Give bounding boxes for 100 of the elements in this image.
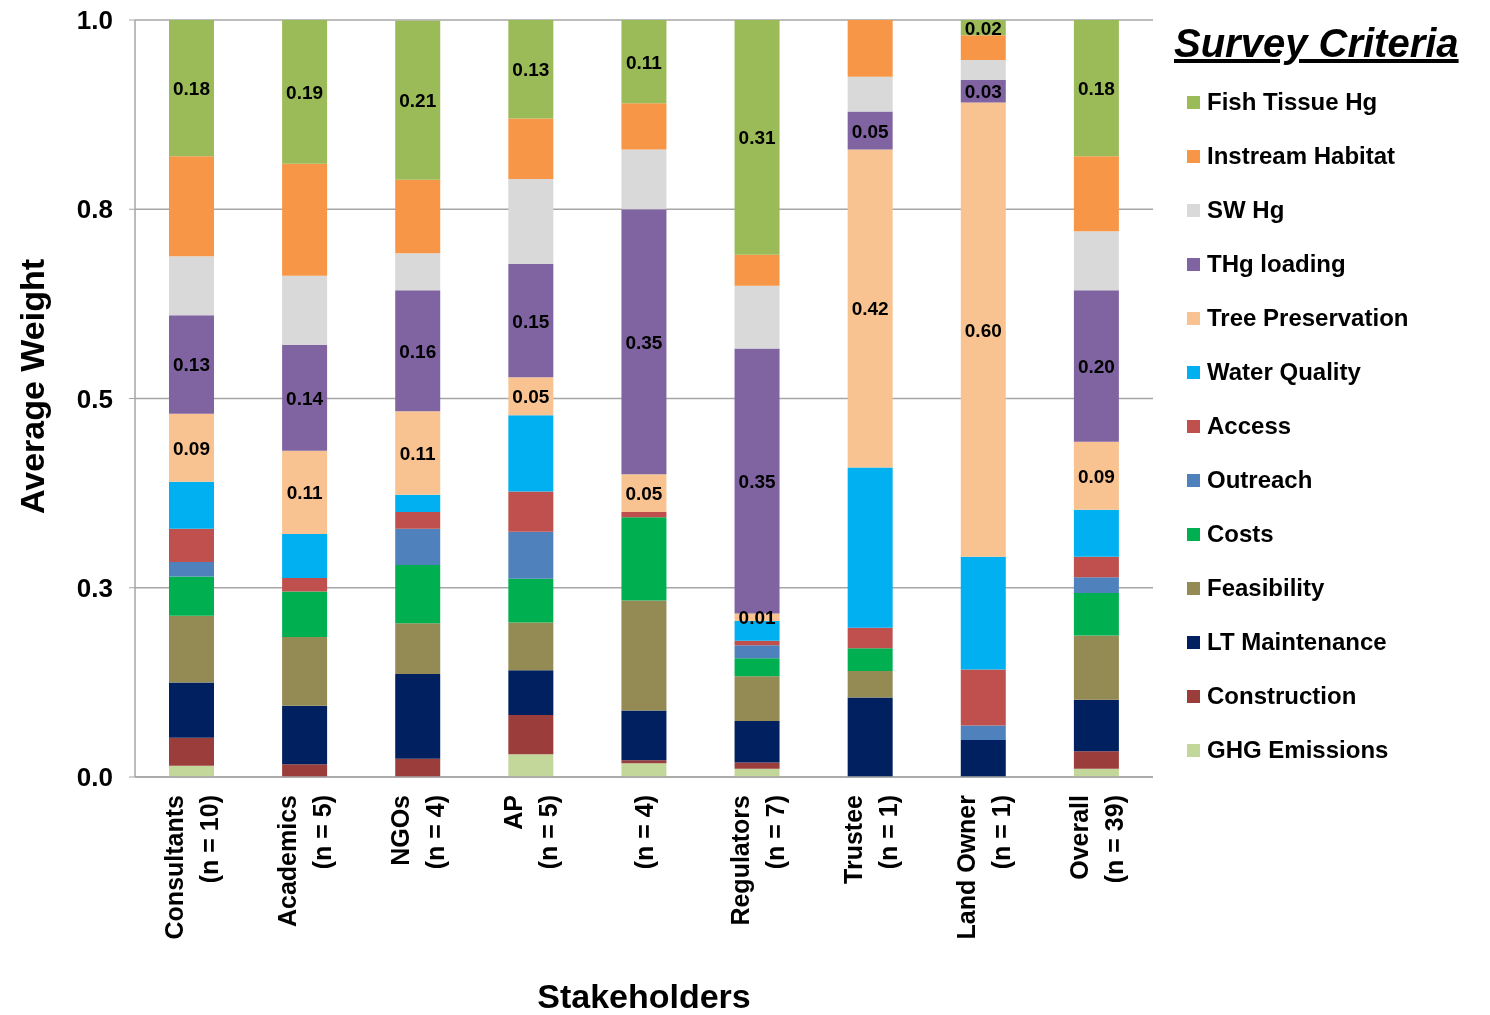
bar bbox=[960, 35, 1006, 61]
bar bbox=[847, 627, 893, 649]
data-label: 0.42 bbox=[851, 297, 889, 319]
y-tick-label: 1.0 bbox=[76, 5, 113, 36]
bar bbox=[282, 344, 328, 451]
bar bbox=[508, 178, 554, 264]
bar bbox=[508, 20, 554, 119]
bar bbox=[508, 491, 554, 532]
data-label: 0.35 bbox=[738, 470, 776, 492]
y-tick-label: 0.3 bbox=[76, 572, 113, 603]
data-label: 0.09 bbox=[1077, 465, 1115, 487]
bar bbox=[960, 669, 1006, 726]
bar bbox=[169, 682, 214, 738]
y-tick-label: 0.5 bbox=[76, 383, 113, 414]
bar bbox=[847, 467, 893, 628]
data-label: 0.21 bbox=[399, 89, 437, 111]
bar bbox=[621, 149, 667, 210]
bar bbox=[169, 562, 214, 577]
x-tick-label: Trustee (n = 1) bbox=[838, 794, 902, 884]
legend-label: Water Quality bbox=[1207, 358, 1361, 386]
bar bbox=[169, 576, 214, 616]
bar bbox=[169, 528, 214, 563]
data-label: 0.31 bbox=[738, 126, 776, 148]
bar bbox=[1073, 751, 1119, 769]
data-label: 0.05 bbox=[851, 120, 890, 142]
bar bbox=[1073, 509, 1119, 557]
bar bbox=[395, 253, 441, 291]
data-label: 0.20 bbox=[1077, 355, 1115, 377]
bar bbox=[960, 556, 1006, 670]
legend-label: Costs bbox=[1207, 520, 1274, 548]
data-label: 0.03 bbox=[964, 80, 1002, 102]
data-label: 0.35 bbox=[625, 331, 663, 353]
x-tick-label: (n = 4) bbox=[630, 795, 658, 870]
bar bbox=[621, 600, 667, 711]
data-label: 0.11 bbox=[399, 442, 437, 464]
bar bbox=[847, 76, 893, 112]
legend-label: Tree Preservation bbox=[1207, 304, 1409, 332]
bar bbox=[508, 754, 554, 777]
bar bbox=[847, 20, 893, 77]
bar bbox=[734, 676, 780, 721]
bar bbox=[621, 710, 667, 761]
data-label: 0.18 bbox=[1077, 77, 1115, 99]
bar bbox=[169, 156, 214, 257]
bar bbox=[508, 263, 554, 378]
legend-label: THg loading bbox=[1207, 250, 1346, 278]
legend-label: Feasibility bbox=[1207, 574, 1325, 602]
bar bbox=[621, 763, 667, 777]
bar bbox=[169, 481, 214, 529]
data-label: 0.19 bbox=[286, 81, 324, 103]
x-tick-label: Consultants (n = 10) bbox=[160, 795, 224, 940]
y-tick-label: 0.0 bbox=[76, 762, 113, 793]
bar bbox=[282, 275, 328, 345]
bar bbox=[508, 118, 554, 179]
bar bbox=[621, 760, 667, 764]
bar bbox=[1073, 156, 1119, 232]
bar bbox=[169, 413, 214, 482]
bar bbox=[847, 671, 893, 698]
bar bbox=[282, 20, 328, 164]
bar bbox=[734, 254, 780, 286]
bar bbox=[734, 762, 780, 769]
bar bbox=[1073, 635, 1119, 700]
x-tick-label: NGOs (n = 4) bbox=[386, 795, 450, 870]
x-tick-label: AP (n = 5) bbox=[499, 795, 563, 870]
legend-label: Access bbox=[1207, 412, 1292, 440]
bar bbox=[395, 512, 441, 529]
legend-label: Fish Tissue Hg bbox=[1207, 88, 1378, 116]
bar bbox=[282, 450, 328, 534]
bar bbox=[282, 591, 328, 637]
bar bbox=[960, 739, 1006, 777]
bar bbox=[169, 315, 214, 414]
bar bbox=[169, 615, 214, 683]
bar bbox=[395, 411, 441, 495]
bar bbox=[1073, 593, 1119, 636]
bar bbox=[621, 103, 667, 150]
legend-label: SW Hg bbox=[1207, 196, 1285, 224]
x-tick-label: Overall (n = 39) bbox=[1064, 795, 1128, 884]
bar bbox=[395, 290, 441, 412]
bar bbox=[282, 705, 328, 765]
bar bbox=[960, 60, 1006, 80]
bar bbox=[1073, 699, 1119, 752]
bar bbox=[395, 528, 441, 566]
bar bbox=[1073, 577, 1119, 594]
data-label: 0.05 bbox=[625, 482, 663, 504]
bar bbox=[621, 209, 667, 475]
x-axis-title: Stakeholders bbox=[537, 977, 751, 1015]
bar bbox=[282, 764, 328, 777]
legend-label: GHG Emissions bbox=[1207, 736, 1389, 764]
data-label: 0.13 bbox=[512, 58, 550, 80]
data-label: 0.14 bbox=[286, 387, 324, 409]
bar bbox=[621, 20, 667, 104]
bar bbox=[847, 648, 893, 672]
data-label: 0.11 bbox=[625, 51, 663, 73]
bar bbox=[1073, 290, 1119, 442]
data-label: 0.05 bbox=[512, 385, 550, 407]
bar bbox=[395, 623, 441, 675]
data-label: 0.18 bbox=[173, 77, 210, 99]
bar bbox=[169, 737, 214, 766]
bar bbox=[508, 714, 554, 755]
bar bbox=[395, 674, 441, 759]
bar bbox=[169, 256, 214, 316]
